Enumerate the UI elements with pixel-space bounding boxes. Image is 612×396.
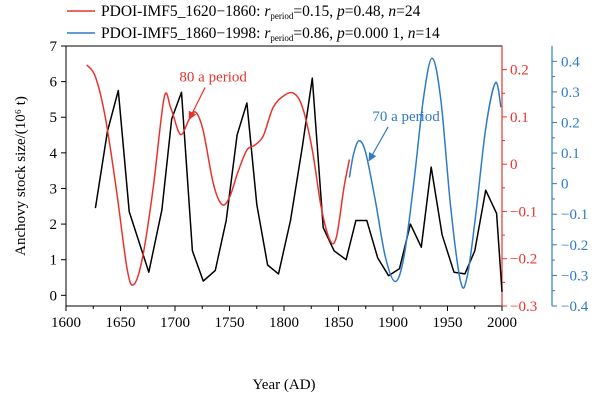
x-tick-label: 1900 [378, 315, 408, 331]
legend-entry-blue: PDOI-IMF5_1860−1998: rperiod=0.86, p=0.0… [101, 25, 440, 43]
x-tick-label: 1850 [324, 315, 354, 331]
left-y-tick-label: 4 [50, 146, 58, 162]
legend-text-part: =0.15, [293, 3, 337, 20]
legend-text-part: r [264, 3, 271, 20]
series-pdoi-1860-1998-line [348, 57, 502, 289]
right-red-tick-label: −0.1 [510, 204, 537, 220]
annotation-1: 70 a period [372, 109, 440, 125]
right-red-tick-label: 0 [510, 157, 518, 173]
right-blue-tick-label: 0.4 [561, 54, 580, 70]
right-red-tick-label: 0.1 [510, 110, 529, 126]
plot-frame [65, 45, 503, 307]
legend-text-part: p [336, 3, 345, 20]
x-tick-label: 2000 [487, 315, 517, 331]
x-tick-label: 1800 [269, 315, 299, 331]
series-layer [86, 57, 503, 292]
legend-text-part: =0.000 1, [345, 25, 408, 42]
axes: 1600 1650 1700 1750 1800 1850 1900 1950 2000 0 1 2 3… [50, 39, 589, 331]
legend-text-part: n [388, 3, 396, 20]
legend-text-part: p [336, 25, 345, 42]
right-blue-tick-label: 0.1 [561, 146, 580, 162]
left-y-tick-label: 1 [50, 253, 58, 269]
x-tick-label: 1650 [106, 315, 136, 331]
y-axis-label: Anchovy stock size/(10⁶ t) [13, 96, 29, 256]
legend-text-part: PDOI-IMF5_1860−1998: [101, 25, 264, 42]
series-anchovy-line [94, 77, 503, 292]
legend-text-part: =0.48, [345, 3, 389, 20]
annotation-0: 80 a period [179, 69, 247, 85]
annotation-arrow-1 [368, 126, 389, 162]
series-pdoi-1620-1860-line [86, 64, 351, 286]
right-red-tick-label: −0.2 [510, 252, 537, 268]
x-tick-label: 1700 [160, 315, 190, 331]
left-y-tick-label: 3 [50, 181, 58, 197]
right-blue-tick-label: −0.1 [561, 207, 588, 223]
right-blue-tick-label: 0.3 [561, 85, 580, 101]
legend-text-part: n [408, 25, 416, 42]
x-tick-label: 1600 [51, 315, 81, 331]
annotation-arrow-0 [188, 87, 206, 121]
right-blue-tick-label: −0.3 [561, 268, 588, 284]
right-blue-tick-label: −0.2 [561, 238, 588, 254]
right-red-tick-label: −0.3 [510, 299, 537, 315]
annotations: 80 a period 70 a period [179, 69, 440, 162]
right-blue-tick-label: 0 [561, 177, 569, 193]
legend-text-part: period [270, 33, 293, 43]
x-tick-label: 1750 [215, 315, 245, 331]
left-y-tick-label: 5 [50, 110, 58, 126]
x-tick-label: 1950 [433, 315, 463, 331]
left-y-tick-label: 6 [50, 75, 58, 91]
legend-text-part: r [264, 25, 271, 42]
legend: PDOI-IMF5_1620−1860: rperiod=0.15, p=0.4… [67, 3, 440, 43]
legend-text-part: period [270, 11, 293, 21]
legend-text-part: =24 [396, 3, 420, 20]
legend-entry-red: PDOI-IMF5_1620−1860: rperiod=0.15, p=0.4… [101, 3, 421, 21]
left-y-tick-label: 2 [50, 217, 58, 233]
left-y-tick-label: 0 [50, 288, 58, 304]
right-blue-tick-label: −0.4 [561, 299, 589, 315]
left-y-tick-label: 7 [50, 39, 58, 55]
legend-text-part: =14 [416, 25, 440, 42]
right-blue-tick-label: 0.2 [561, 115, 580, 131]
legend-text-part: =0.86, [293, 25, 337, 42]
legend-text-part: PDOI-IMF5_1620−1860: [101, 3, 264, 20]
right-red-tick-label: 0.2 [510, 63, 529, 79]
x-axis-label: Year (AD) [252, 377, 315, 393]
